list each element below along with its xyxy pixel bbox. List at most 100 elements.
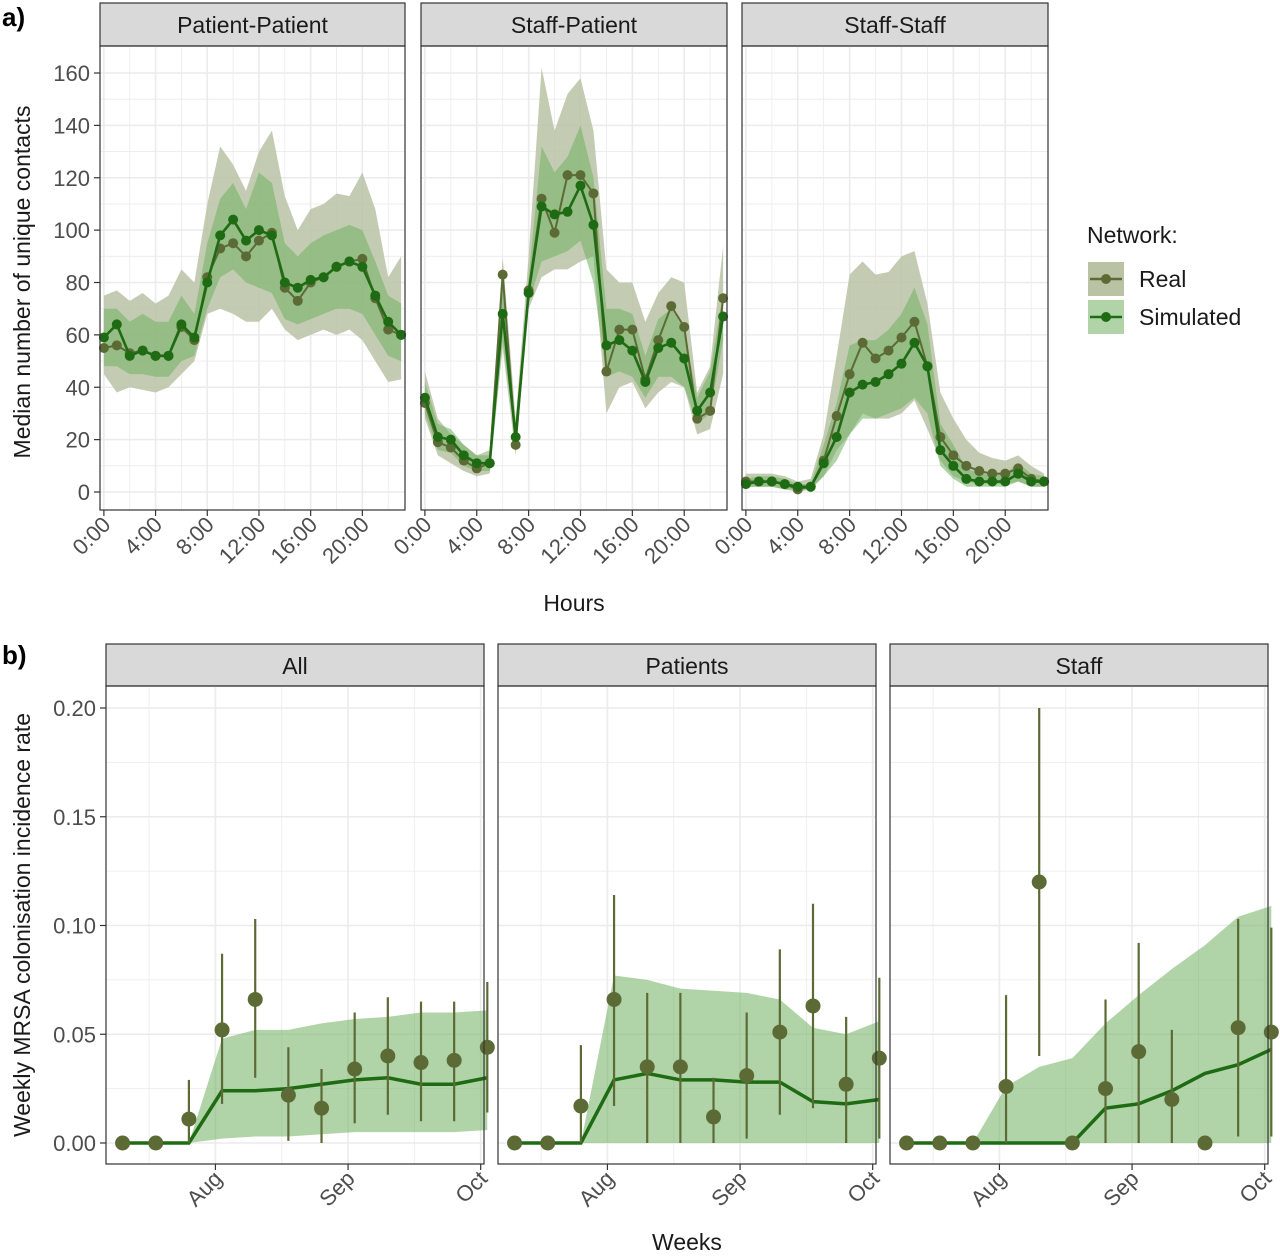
data-point-simulated [344, 256, 355, 267]
x-tick-label: 20:00 [960, 512, 1017, 569]
x-tick-label: Aug [182, 1166, 227, 1211]
data-point-real [562, 170, 573, 181]
panel-b-tag: b) [2, 640, 27, 670]
data-point-simulated [974, 476, 985, 487]
x-tick-label: 20:00 [317, 512, 374, 569]
y-tick-label: 0 [78, 480, 90, 505]
data-point-simulated [679, 353, 690, 364]
x-tick-label: 8:00 [492, 512, 540, 560]
data-point-real [510, 439, 521, 450]
y-tick-label: 40 [66, 375, 90, 400]
legend-title: Network: [1087, 222, 1178, 248]
x-tick-label: Oct [1234, 1166, 1276, 1208]
y-tick-label: 140 [53, 113, 90, 138]
data-point-simulated [562, 206, 573, 217]
data-point-simulated [396, 329, 407, 340]
legend-label-real: Real [1139, 266, 1186, 292]
x-tick-label: Sep [314, 1166, 359, 1211]
facet-strip [741, 2, 1049, 47]
observed-point [1164, 1092, 1180, 1107]
data-point-simulated [935, 445, 946, 456]
data-point-simulated [305, 274, 316, 285]
data-point-simulated [228, 214, 239, 225]
data-point-simulated [292, 282, 303, 293]
data-point-simulated [948, 460, 959, 471]
x-tick-label: Aug [966, 1166, 1011, 1211]
data-point-real [575, 170, 586, 181]
panel-border [420, 45, 728, 511]
data-point-real [292, 295, 303, 306]
observed-point [507, 1135, 523, 1151]
simulated-line [514, 1071, 880, 1145]
data-point-simulated [383, 316, 394, 327]
data-point-simulated [215, 230, 226, 241]
x-tick-label: 0:00 [709, 512, 757, 560]
y-tick-label: 20 [66, 428, 90, 453]
observed-point [739, 1068, 755, 1084]
data-point-real [974, 466, 985, 477]
observed-point [573, 1098, 589, 1114]
data-point-simulated [1026, 476, 1037, 487]
data-point-simulated [857, 379, 868, 390]
incidence-facet-1: Patients Aug Sep Oct [497, 643, 887, 1211]
data-point-simulated [753, 476, 764, 487]
x-tick-label: Aug [574, 1166, 619, 1211]
data-point-simulated [640, 377, 651, 388]
data-point-simulated [831, 432, 842, 443]
observed-point [606, 991, 622, 1007]
x-tick-label: 4:00 [119, 512, 167, 560]
data-point-simulated [1000, 476, 1011, 487]
y-tick-label: 0.00 [53, 1131, 96, 1156]
observed-point [706, 1109, 722, 1125]
observed-point [181, 1111, 197, 1127]
data-point-simulated [883, 369, 894, 380]
contacts-facet-0: Patient-Patient 0:00 4:00 8:0012:0016:0020:… [53, 2, 407, 569]
data-point-simulated [98, 332, 109, 343]
data-point-simulated [601, 340, 612, 351]
data-point-real [497, 269, 508, 280]
facet-strip-label: Patient-Patient [177, 12, 328, 38]
observed-point [148, 1135, 164, 1151]
data-point-simulated [331, 261, 342, 272]
data-point-real [98, 342, 109, 353]
simulated-band [122, 1010, 488, 1143]
data-point-simulated [124, 350, 135, 361]
data-point-simulated [588, 219, 599, 230]
data-point-real [627, 324, 638, 335]
data-point-simulated [150, 350, 161, 361]
facet-strip [497, 643, 877, 687]
y-tick-label: 160 [53, 61, 90, 86]
legend-label-simulated: Simulated [1139, 304, 1241, 330]
data-point-real [536, 193, 547, 204]
x-tick-label: 12:00 [535, 512, 592, 569]
data-point-simulated [818, 458, 829, 469]
data-point-simulated [176, 319, 187, 330]
data-point-simulated [575, 180, 586, 191]
data-point-simulated [279, 277, 290, 288]
data-point-simulated [805, 481, 816, 492]
observed-point [1263, 1024, 1279, 1040]
data-point-simulated [922, 361, 933, 372]
data-point-simulated [202, 277, 213, 288]
data-point-real [961, 460, 972, 471]
legend-key-real [1088, 262, 1124, 296]
data-point-simulated [692, 405, 703, 416]
observed-point [214, 1022, 230, 1038]
observed-point [446, 1052, 462, 1068]
y-tick-label: 0.05 [53, 1022, 96, 1047]
data-point-real [857, 337, 868, 348]
data-point-simulated [705, 387, 716, 398]
data-point-simulated [766, 476, 777, 487]
observed-point [280, 1087, 296, 1103]
data-point-real [870, 353, 881, 364]
data-point-real [692, 413, 703, 424]
data-point-simulated [497, 308, 508, 319]
series-band-simulated [745, 287, 1045, 490]
facet-strip-label: All [282, 653, 308, 679]
data-point-simulated [357, 261, 368, 272]
observed-point [247, 991, 263, 1007]
observed-point [1197, 1135, 1213, 1151]
observed-point [998, 1078, 1014, 1094]
data-point-real [228, 238, 239, 249]
